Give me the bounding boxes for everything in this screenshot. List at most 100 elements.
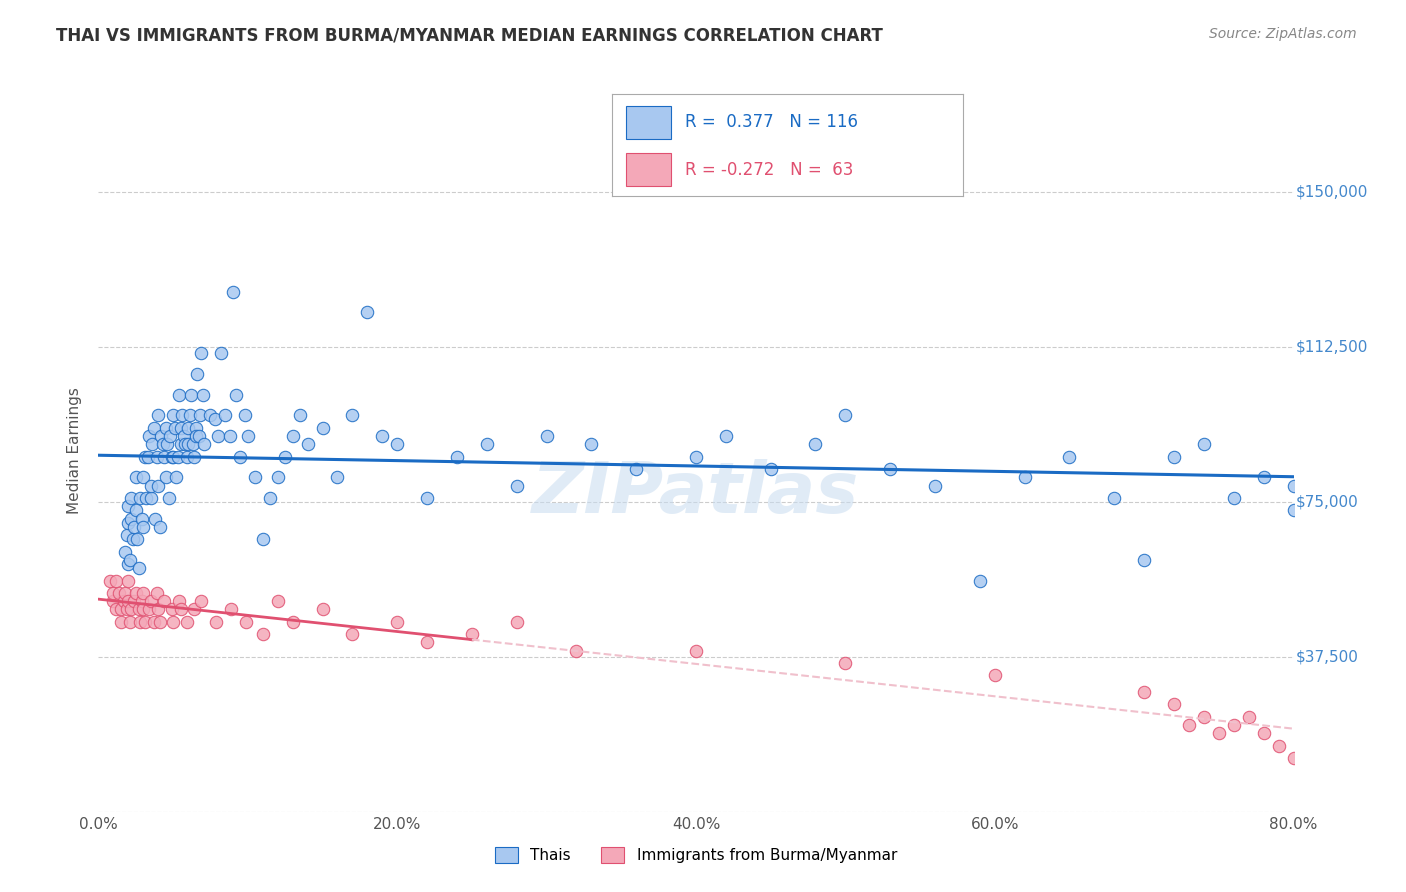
Point: [1133, 553, 1156, 567]
Point: [1253, 726, 1275, 740]
Text: $112,500: $112,500: [1296, 340, 1368, 355]
Point: [252, 533, 274, 547]
Point: [205, 615, 228, 629]
Point: [162, 615, 184, 629]
Point: [1223, 718, 1246, 732]
Point: [184, 429, 207, 443]
Point: [103, 594, 125, 608]
Point: [685, 450, 707, 464]
Point: [166, 450, 188, 464]
Point: [475, 437, 498, 451]
Point: [118, 553, 141, 567]
Point: [190, 346, 212, 360]
Point: [342, 627, 364, 641]
Point: [1267, 739, 1289, 753]
Point: [581, 437, 603, 451]
Point: [153, 594, 176, 608]
Point: [139, 491, 162, 505]
Point: [120, 511, 142, 525]
Point: [167, 388, 190, 402]
Point: [834, 409, 856, 423]
Point: [117, 516, 139, 530]
Point: [129, 615, 152, 629]
Point: [1253, 470, 1275, 484]
Point: [311, 421, 333, 435]
Point: [157, 491, 180, 505]
Point: [127, 533, 149, 547]
Point: [180, 388, 202, 402]
Point: [148, 409, 170, 423]
Point: [233, 409, 256, 423]
Point: [1282, 751, 1305, 765]
Point: [186, 367, 208, 381]
Text: ZIPatlas: ZIPatlas: [533, 459, 859, 528]
Point: [169, 602, 191, 616]
Point: [118, 615, 141, 629]
Point: [176, 615, 198, 629]
Point: [207, 429, 229, 443]
Text: Source: ZipAtlas.com: Source: ZipAtlas.com: [1209, 27, 1357, 41]
Point: [183, 602, 205, 616]
Y-axis label: Median Earnings: Median Earnings: [67, 387, 83, 514]
Point: [984, 668, 1007, 682]
Text: $150,000: $150,000: [1296, 185, 1368, 200]
Point: [188, 409, 211, 423]
Point: [120, 491, 142, 505]
Point: [229, 450, 252, 464]
Point: [204, 412, 226, 426]
Text: $37,500: $37,500: [1296, 649, 1358, 665]
Point: [153, 450, 176, 464]
Point: [565, 643, 588, 657]
Point: [281, 615, 304, 629]
Point: [446, 450, 468, 464]
Point: [148, 602, 170, 616]
Point: [149, 615, 172, 629]
Point: [187, 429, 209, 443]
Point: [176, 450, 198, 464]
Point: [311, 602, 333, 616]
Point: [1059, 450, 1081, 464]
Point: [245, 470, 267, 484]
Point: [134, 450, 156, 464]
Point: [356, 305, 378, 319]
Point: [128, 561, 150, 575]
Point: [148, 478, 170, 492]
Point: [121, 533, 143, 547]
Point: [167, 594, 190, 608]
Point: [536, 429, 558, 443]
Point: [461, 627, 484, 641]
Point: [252, 627, 274, 641]
Point: [124, 520, 146, 534]
Text: R = -0.272   N =  63: R = -0.272 N = 63: [686, 161, 853, 178]
Point: [222, 285, 245, 299]
Point: [149, 520, 172, 534]
Point: [274, 450, 297, 464]
Point: [1192, 710, 1215, 724]
Point: [221, 602, 243, 616]
Point: [184, 421, 207, 435]
Point: [259, 491, 281, 505]
Point: [200, 409, 222, 423]
Point: [141, 437, 163, 451]
Point: [156, 437, 179, 451]
Point: [267, 594, 290, 608]
Point: [143, 511, 166, 525]
Point: [288, 409, 311, 423]
Point: [1133, 685, 1156, 699]
Point: [1163, 450, 1185, 464]
Point: [117, 499, 139, 513]
Point: [128, 602, 150, 616]
Point: [114, 586, 136, 600]
Text: THAI VS IMMIGRANTS FROM BURMA/MYANMAR MEDIAN EARNINGS CORRELATION CHART: THAI VS IMMIGRANTS FROM BURMA/MYANMAR ME…: [56, 27, 883, 45]
Point: [145, 450, 167, 464]
Point: [163, 421, 186, 435]
Point: [169, 421, 191, 435]
Point: [135, 491, 157, 505]
Point: [236, 429, 259, 443]
Point: [1223, 491, 1246, 505]
Point: [714, 429, 737, 443]
Point: [139, 594, 162, 608]
Point: [179, 409, 201, 423]
Point: [117, 594, 139, 608]
FancyBboxPatch shape: [626, 153, 672, 186]
